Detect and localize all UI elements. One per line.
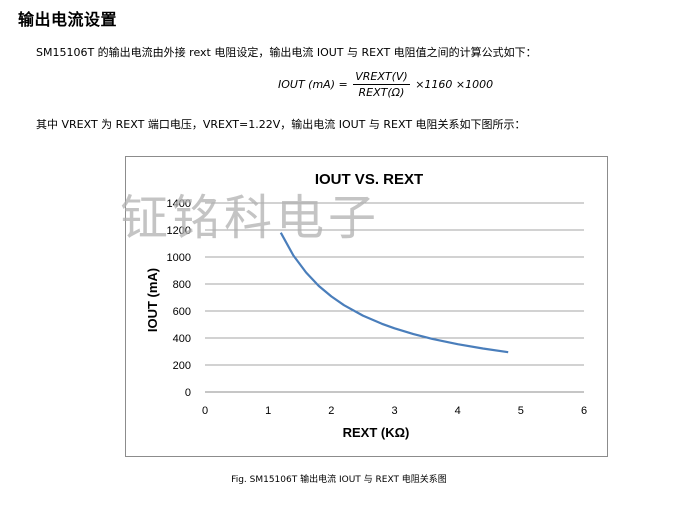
description-text: 其中 VREXT 为 REXT 端口电压，VREXT=1.22V，输出电流 IO… (36, 118, 526, 131)
chart-title: IOUT VS. REXT (315, 171, 423, 188)
formula-fraction: VREXT(V) REXT(Ω) (353, 70, 410, 99)
series-line (279, 232, 509, 354)
x-tick-label: 6 (581, 405, 587, 417)
x-tick-label: 5 (518, 405, 524, 417)
formula: IOUT (mA) = VREXT(V) REXT(Ω) ×1160 ×1000 (278, 70, 493, 104)
y-tick-label: 1400 (167, 198, 191, 210)
y-tick-label: 0 (185, 387, 191, 399)
y-tick-label: 400 (173, 333, 191, 345)
intro-text: SM15106T 的输出电流由外接 rext 电阻设定，输出电流 IOUT 与 … (36, 44, 537, 60)
watermark: 钲铭科电子 (120, 192, 380, 245)
x-tick-label: 2 (328, 405, 334, 417)
formula-rhs: ×1160 ×1000 (415, 78, 494, 91)
figure-caption: Fig. SM15106T 输出电流 IOUT 与 REXT 电阻关系图 (231, 475, 447, 485)
y-tick-label: 600 (173, 306, 191, 318)
y-tick-label: 800 (173, 279, 191, 291)
x-axis-label: REXT (KΩ) (343, 425, 410, 440)
x-tick-labels: 0 1 2 3 4 5 6 (202, 405, 587, 417)
y-tick-labels: 0 200 400 600 800 1000 1200 1400 (167, 198, 191, 399)
x-tick-label: 3 (391, 405, 397, 417)
section-title: 输出电流设置 (18, 10, 118, 29)
y-tick-label: 1200 (167, 225, 191, 237)
y-axis-label: IOUT (mA) (145, 268, 160, 332)
chart-grid (205, 202, 584, 393)
x-tick-label: 1 (265, 405, 271, 417)
y-tick-label: 200 (173, 360, 191, 372)
x-tick-label: 0 (202, 405, 208, 417)
formula-numerator: VREXT(V) (353, 70, 410, 85)
formula-denominator: REXT(Ω) (358, 86, 405, 99)
formula-lhs: IOUT (mA) = (278, 78, 348, 91)
intro-line: SM15106T 的输出电流由外接 rext 电阻设定，输出电流 IOUT 与 … (36, 46, 537, 59)
chart-frame (125, 156, 608, 457)
x-tick-label: 4 (455, 405, 461, 417)
y-tick-label: 1000 (167, 252, 191, 264)
